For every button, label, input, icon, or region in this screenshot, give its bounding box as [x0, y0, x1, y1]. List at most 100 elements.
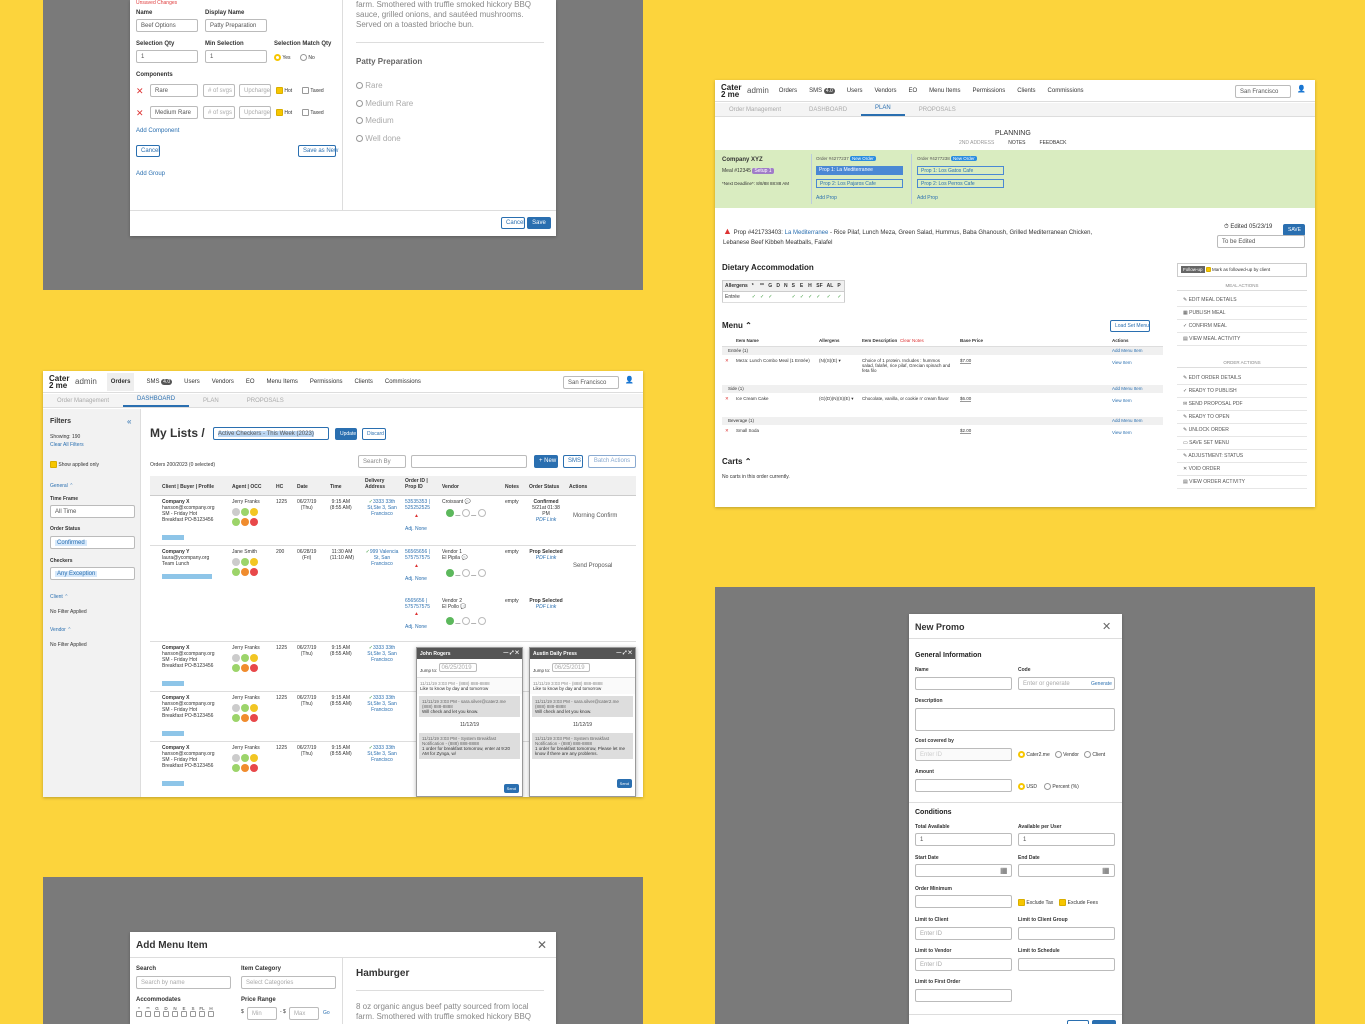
new-button[interactable]: + New — [534, 455, 558, 468]
remove-icon[interactable]: ✕ — [725, 428, 729, 433]
generate-link[interactable]: Generate — [1091, 681, 1112, 687]
view-item-link[interactable]: View Item — [1112, 360, 1132, 365]
time-frame-select[interactable]: All Time — [50, 505, 135, 518]
tab-2nd-address[interactable]: 2ND ADDRESS — [959, 140, 995, 146]
row-action-select[interactable]: Send Proposal — [569, 560, 631, 573]
tab-proposals[interactable]: PROPOSALS — [918, 107, 956, 113]
exclude-fees-toggle[interactable]: Exclude Fees — [1059, 899, 1098, 906]
row-action-select[interactable]: Morning Confirm — [569, 510, 631, 523]
limit-schedule-select[interactable] — [1018, 958, 1115, 971]
min-price-input[interactable]: Min — [247, 1007, 277, 1020]
order-id-link[interactable]: 6565656 | 575757575 — [405, 598, 431, 610]
prop-option[interactable]: Prop 1: Los Gatos Cafe — [917, 166, 1004, 175]
pdf-link[interactable]: PDF Link — [535, 517, 557, 523]
nav-orders[interactable]: Orders — [778, 87, 798, 94]
prop-selected[interactable]: Prop 1: La Mediterranee — [816, 166, 903, 175]
svgs-input[interactable]: # of svgs — [203, 106, 235, 119]
item-price[interactable]: $7.00 — [960, 358, 972, 364]
amount-input[interactable] — [915, 779, 1012, 792]
upcharge-input[interactable]: Upcharge — [239, 106, 271, 119]
company-name[interactable]: Company X — [162, 695, 190, 701]
item-allergens[interactable]: (G)(D)(N)(S)(E) ▾ — [819, 396, 854, 401]
nav-eo[interactable]: EO — [908, 87, 918, 94]
list-name-input[interactable]: Active Checkers - This Week (2023) — [213, 427, 329, 440]
component-select[interactable]: Medium Rare — [150, 106, 198, 119]
limit-vendor-select[interactable]: Enter ID — [915, 958, 1012, 971]
send-button[interactable]: Send — [503, 784, 519, 793]
order-status-select[interactable]: Confirmed — [50, 536, 135, 549]
order-id-link[interactable]: 53535353 | 525252525 — [405, 499, 431, 511]
city-select[interactable]: San Francisco — [1235, 85, 1291, 98]
tab-notes[interactable]: NOTES — [1008, 140, 1026, 146]
footer-save-button[interactable] — [1092, 1020, 1116, 1024]
status-select[interactable]: To be Edited — [1217, 235, 1305, 248]
taxed-checkbox[interactable] — [302, 109, 309, 116]
add-group-link[interactable]: Add Group — [136, 171, 166, 177]
total-available-input[interactable]: 1 — [915, 833, 1012, 846]
add-menu-item-link[interactable]: Add Menu Item — [1112, 386, 1143, 391]
user-icon[interactable]: 👤 — [1297, 86, 1306, 93]
tab-plan[interactable]: PLAN — [203, 398, 219, 404]
nav-vendors[interactable]: Vendors — [874, 87, 897, 94]
tab-dashboard[interactable]: DASHBOARD — [123, 396, 190, 407]
view-item-link[interactable]: View Item — [1112, 430, 1132, 435]
collapse-icon[interactable]: « — [127, 417, 132, 426]
calendar-icon[interactable]: ▦ — [1000, 866, 1008, 875]
nav-orders[interactable]: Orders — [106, 372, 135, 391]
tab-plan[interactable]: PLAN — [861, 105, 905, 116]
remove-icon[interactable]: ✕ — [725, 396, 729, 401]
item-price[interactable]: $2.00 — [960, 428, 972, 434]
col-vendor[interactable]: Vendor — [442, 484, 459, 490]
company-name[interactable]: Company X — [162, 645, 190, 651]
prop-option[interactable]: Prop 2: Los Perros Cafe — [917, 179, 1004, 188]
end-date-input[interactable] — [1018, 864, 1115, 877]
calendar-icon[interactable]: ▦ — [1102, 866, 1110, 875]
checker-chip[interactable]: Any Exception — [55, 571, 98, 577]
cost-id-select[interactable]: Enter ID — [915, 748, 1012, 761]
option-row[interactable]: Medium Rare — [356, 95, 413, 113]
show-applied-toggle[interactable]: Show applied only — [50, 461, 99, 468]
taxed-toggle[interactable]: Taxed — [302, 87, 324, 94]
nav-commissions[interactable]: Commissions — [384, 378, 421, 385]
nav-users[interactable]: Users — [184, 378, 200, 385]
option-row[interactable]: Well done — [356, 130, 413, 148]
upcharge-input[interactable]: Upcharge — [239, 84, 271, 97]
send-button[interactable]: Send — [616, 779, 632, 788]
code-input[interactable]: Enter or generate — [1018, 677, 1115, 690]
sms-button[interactable]: SMS — [563, 455, 583, 468]
add-prop-link[interactable]: Add Prop — [917, 195, 938, 201]
nav-vendors[interactable]: Vendors — [211, 378, 234, 385]
load-set-menu-button[interactable]: Load Set Menu — [1110, 320, 1150, 332]
prop-vendor-link[interactable]: La Mediterranee — [784, 230, 829, 236]
col-client[interactable]: Client | Buyer | Profile — [162, 484, 214, 490]
tab-order-management[interactable]: Order Management — [729, 107, 782, 113]
close-icon[interactable]: ✕ — [1102, 621, 1112, 633]
selection-qty-input[interactable]: 1 — [136, 50, 198, 63]
pdf-link[interactable]: PDF Link — [535, 555, 557, 561]
tab-proposals[interactable]: PROPOSALS — [246, 398, 284, 404]
nav-permissions[interactable]: Permissions — [309, 378, 343, 385]
limit-group-select[interactable] — [1018, 927, 1115, 940]
add-prop-link[interactable]: Add Prop — [816, 195, 837, 201]
start-date-input[interactable] — [915, 864, 1012, 877]
remove-icon[interactable]: ✕ — [725, 358, 729, 363]
nav-permissions[interactable]: Permissions — [972, 87, 1006, 94]
footer-save-button[interactable]: Save — [527, 217, 551, 229]
match-yes[interactable]: Yes — [274, 54, 290, 61]
search-input[interactable] — [411, 455, 527, 468]
show-applied-checkbox[interactable] — [50, 461, 57, 468]
add-menu-item-link[interactable]: Add Menu Item — [1112, 418, 1143, 423]
batch-actions-button[interactable]: Batch Actions — [588, 455, 636, 468]
option-row[interactable]: Medium — [356, 112, 413, 130]
window-controls-icon[interactable]: — ⤢ ✕ — [616, 650, 632, 656]
footer-cancel-button[interactable]: Cancel — [501, 217, 525, 229]
company-name[interactable]: Company X — [162, 499, 190, 505]
order-minimum-input[interactable] — [915, 895, 1012, 908]
option-usd[interactable]: USD — [1018, 783, 1037, 790]
update-button[interactable]: Update — [335, 428, 357, 440]
limit-client-select[interactable]: Enter ID — [915, 927, 1012, 940]
adjustment-link[interactable]: Adj. None — [405, 526, 427, 532]
